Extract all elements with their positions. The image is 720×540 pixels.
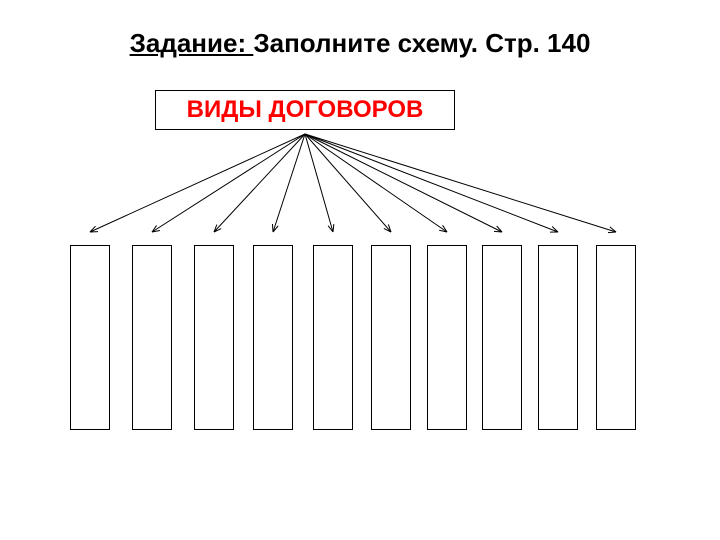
root-label: ВИДЫ ДОГОВОРОВ bbox=[187, 96, 424, 124]
heading-prefix: Задание: bbox=[130, 28, 254, 58]
leaf-node bbox=[596, 245, 636, 430]
diagram-canvas: Задание: Заполните схему. Стр. 140 ВИДЫ … bbox=[0, 0, 720, 540]
task-heading: Задание: Заполните схему. Стр. 140 bbox=[0, 28, 720, 59]
leaf-node bbox=[371, 245, 411, 430]
leaf-node bbox=[538, 245, 578, 430]
leaf-node bbox=[132, 245, 172, 430]
leaf-node bbox=[427, 245, 467, 430]
leaf-node bbox=[482, 245, 522, 430]
leaf-node bbox=[194, 245, 234, 430]
leaf-node bbox=[313, 245, 353, 430]
root-node: ВИДЫ ДОГОВОРОВ bbox=[155, 90, 455, 130]
heading-rest: Заполните схему. Стр. 140 bbox=[253, 28, 590, 58]
leaf-node bbox=[253, 245, 293, 430]
leaf-node bbox=[70, 245, 110, 430]
